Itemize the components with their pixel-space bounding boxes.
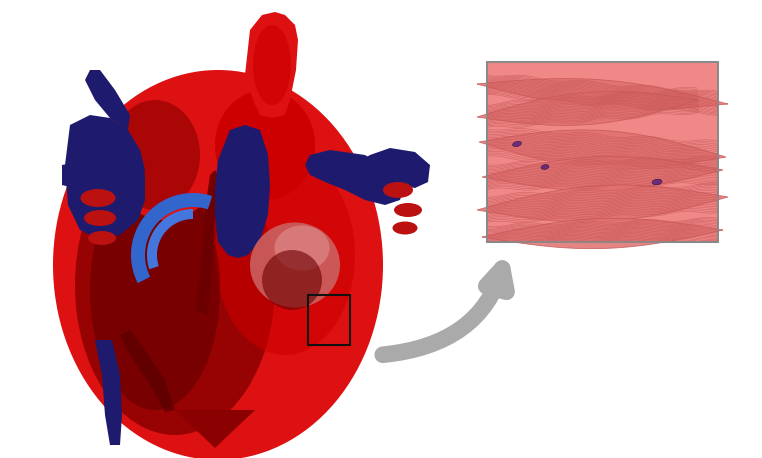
Ellipse shape bbox=[215, 155, 355, 355]
Polygon shape bbox=[305, 150, 405, 205]
Ellipse shape bbox=[513, 142, 521, 147]
Bar bbox=[487, 62, 718, 242]
Ellipse shape bbox=[541, 165, 549, 169]
Ellipse shape bbox=[253, 25, 291, 105]
Polygon shape bbox=[477, 92, 698, 125]
Polygon shape bbox=[131, 193, 212, 283]
Ellipse shape bbox=[392, 222, 418, 234]
Ellipse shape bbox=[81, 189, 116, 207]
Polygon shape bbox=[147, 209, 193, 269]
Polygon shape bbox=[120, 330, 175, 412]
Ellipse shape bbox=[383, 182, 413, 198]
Ellipse shape bbox=[394, 203, 422, 217]
Polygon shape bbox=[195, 170, 218, 315]
Ellipse shape bbox=[90, 170, 220, 410]
Polygon shape bbox=[477, 185, 728, 222]
Polygon shape bbox=[477, 79, 728, 109]
FancyArrowPatch shape bbox=[383, 268, 507, 355]
Ellipse shape bbox=[107, 90, 223, 220]
Polygon shape bbox=[365, 148, 430, 188]
Polygon shape bbox=[175, 410, 255, 448]
Polygon shape bbox=[479, 130, 726, 169]
Polygon shape bbox=[62, 148, 145, 192]
Polygon shape bbox=[482, 218, 723, 249]
Ellipse shape bbox=[75, 135, 275, 435]
Ellipse shape bbox=[110, 100, 200, 210]
Ellipse shape bbox=[84, 210, 116, 226]
Ellipse shape bbox=[262, 250, 322, 310]
Polygon shape bbox=[482, 156, 723, 191]
Polygon shape bbox=[65, 115, 145, 240]
Ellipse shape bbox=[88, 231, 116, 245]
Ellipse shape bbox=[53, 70, 383, 458]
Polygon shape bbox=[245, 12, 298, 118]
Bar bbox=[308, 295, 350, 345]
Bar bbox=[487, 62, 718, 242]
Polygon shape bbox=[95, 340, 122, 445]
Ellipse shape bbox=[274, 225, 329, 271]
Ellipse shape bbox=[652, 179, 662, 185]
Ellipse shape bbox=[250, 223, 340, 307]
Polygon shape bbox=[215, 125, 270, 258]
Polygon shape bbox=[85, 70, 130, 130]
Ellipse shape bbox=[215, 90, 315, 200]
